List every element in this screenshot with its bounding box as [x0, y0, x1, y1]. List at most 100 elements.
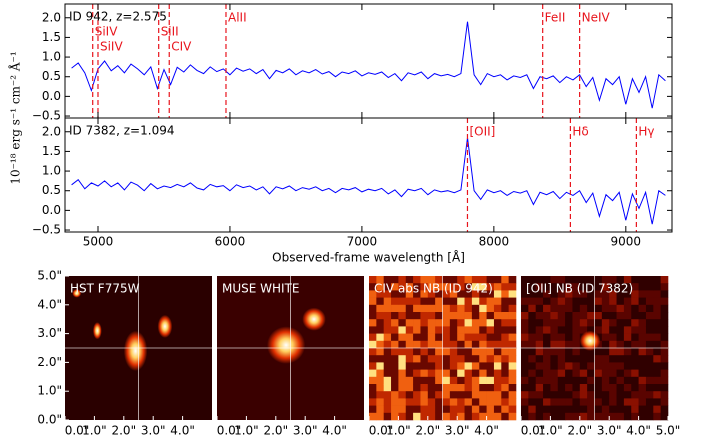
image-pixel	[479, 398, 487, 406]
image-pixel	[369, 333, 377, 342]
image-pixel	[521, 326, 529, 334]
image-pixel	[376, 319, 384, 327]
image-pixel	[528, 384, 536, 392]
image-pixel	[420, 312, 429, 320]
image-pixel	[660, 297, 669, 306]
image-pixel	[609, 276, 617, 284]
image-pixel	[623, 398, 632, 406]
image-pixel	[550, 297, 559, 306]
image-pixel	[645, 405, 654, 414]
image-pixel	[493, 333, 502, 342]
image-pixel	[464, 297, 473, 306]
y-tick-label: 1.0"	[37, 384, 62, 398]
image-pixel	[616, 398, 625, 406]
image-pixel	[413, 326, 421, 334]
image-pixel	[660, 348, 669, 356]
image-pixel	[535, 376, 544, 385]
x-tick-label: 0.0"	[65, 424, 90, 438]
image-pixel	[479, 312, 487, 320]
image-pixel	[442, 348, 451, 356]
image-pixel	[557, 355, 566, 363]
image-pixel	[550, 405, 559, 414]
image-pixel	[565, 340, 573, 349]
y-tick-label: −0.5	[32, 109, 61, 123]
y-tick-label: 0.0"	[37, 413, 62, 427]
image-pixel	[565, 412, 573, 421]
image-pixel	[572, 297, 581, 306]
image-pixel	[623, 376, 632, 385]
image-pixel	[579, 376, 588, 385]
image-pixel	[398, 326, 407, 334]
image-pixel	[594, 312, 603, 320]
image-pixel	[601, 398, 610, 406]
image-pixel	[383, 283, 392, 291]
image-pixel	[653, 333, 661, 342]
image-pixel	[420, 340, 429, 349]
image-pixel	[493, 384, 502, 392]
annotation-label: AlII	[228, 11, 247, 25]
image-pixel	[609, 412, 617, 421]
panel-title: HST F775W	[70, 282, 140, 296]
image-pixel	[391, 355, 399, 363]
image-pixel	[587, 304, 595, 313]
image-pixel	[616, 276, 625, 284]
image-pixel	[535, 290, 544, 298]
image-pixel	[369, 376, 377, 385]
image-pixel	[464, 376, 473, 385]
image-pixel	[543, 340, 551, 349]
image-panel	[369, 276, 517, 421]
image-pixel	[405, 405, 414, 414]
image-pixel	[501, 355, 509, 363]
image-pixel	[391, 376, 399, 385]
image-pixel	[493, 398, 502, 406]
image-pixel	[609, 319, 617, 327]
image-pixel	[521, 297, 529, 306]
image-pixel	[609, 355, 617, 363]
image-pixel	[543, 384, 551, 392]
image-pixel	[486, 391, 495, 399]
image-pixel	[521, 355, 529, 363]
image-pixel	[528, 290, 536, 298]
image-pixel	[383, 276, 392, 284]
image-pixel	[383, 326, 392, 334]
image-pixel	[623, 412, 632, 421]
image-pixel	[660, 355, 669, 363]
image-pixel	[479, 326, 487, 334]
image-pixel	[572, 340, 581, 349]
image-pixel	[601, 276, 610, 284]
image-pixel	[427, 276, 436, 284]
image-pixel	[616, 283, 625, 291]
image-pixel	[442, 312, 451, 320]
image-pixel	[535, 283, 544, 291]
image-pixel	[631, 326, 639, 334]
image-pixel	[398, 405, 407, 414]
image-pixel	[501, 398, 509, 406]
image-pixel	[442, 326, 451, 334]
image-pixel	[457, 333, 465, 342]
image-pixel	[660, 376, 669, 385]
image-pixel	[557, 333, 566, 342]
image-pixel	[435, 398, 443, 406]
image-pixel	[609, 290, 617, 298]
image-pixel	[479, 297, 487, 306]
image-pixel	[486, 348, 495, 356]
image-pixel	[457, 369, 465, 378]
image-pixel	[508, 369, 517, 378]
image-pixel	[623, 362, 632, 370]
image-pixel	[557, 319, 566, 327]
image-pixel	[391, 412, 399, 421]
image-pixel	[653, 362, 661, 370]
image-pixel	[493, 312, 502, 320]
image-pixel	[631, 376, 639, 385]
image-pixel	[457, 391, 465, 399]
y-tick-label: 5.0"	[37, 269, 62, 283]
image-pixel	[398, 297, 407, 306]
image-pixel	[579, 290, 588, 298]
image-pixel	[493, 348, 502, 356]
image-pixel	[653, 398, 661, 406]
image-pixel	[479, 369, 487, 378]
image-pixel	[376, 276, 384, 284]
image-pixel	[471, 290, 480, 298]
image-pixel	[645, 297, 654, 306]
image-pixel	[521, 384, 529, 392]
